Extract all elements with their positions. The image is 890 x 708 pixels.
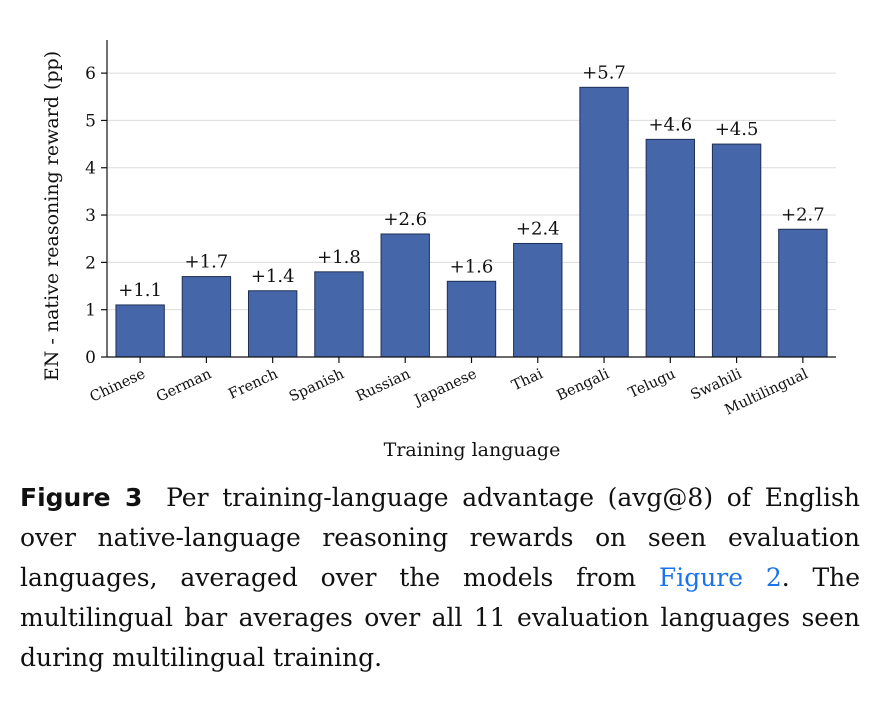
x-tick-label-thai: Thai [509,366,545,394]
bar-chinese [115,304,165,358]
bar-german [181,276,232,358]
bar-telugu [645,138,696,358]
y-axis-label: EN - native reasoning reward (pp) [41,51,63,381]
y-tick-label: 1 [85,301,96,321]
data-label-japanese: +1.6 [450,256,494,277]
bar-spanish [314,271,364,358]
y-tick-label: 0 [85,348,96,368]
bar-bengali [579,86,629,358]
y-tick-label: 6 [85,64,96,84]
data-label-bengali: +5.7 [582,62,626,83]
figure-label: Figure 3 [20,483,143,512]
bar-multilingual [778,228,828,358]
x-tick-label-chinese: Chinese [88,366,148,405]
data-label-multilingual: +2.7 [781,204,825,225]
y-tick-label: 4 [85,159,96,179]
x-tick-label-spanish: Spanish [287,366,347,405]
bar-japanese [446,280,497,358]
caption-text-before: Per training-language advantage (avg@8) … [20,483,860,592]
data-label-german: +1.7 [185,252,229,273]
bars [115,86,828,358]
x-tick-label-telugu: Telugu [626,366,678,402]
figure-link[interactable]: Figure 2 [658,563,782,592]
data-label-french: +1.4 [251,266,295,287]
y-tick-label: 3 [85,206,96,226]
data-label-swahili: +4.5 [715,119,759,140]
bar-thai [513,242,563,358]
data-labels: +1.1 +1.7 +1.4 +1.8 +2.6 +1.6 +2.4 +5.7 +4.6 +4.5… [118,62,824,301]
bar-russian [380,233,430,358]
bar-french [247,290,298,358]
x-tick-label-bengali: Bengali [554,366,612,404]
bar-swahili [711,143,762,358]
data-label-spanish: +1.8 [317,247,361,268]
bar-chart: +1.1 +1.7 +1.4 +1.8 +2.6 +1.6 +2.4 +5.7 +4.6 +4.5… [41,40,836,461]
data-label-thai: +2.4 [516,218,560,239]
x-axis-label: Training language [384,439,561,461]
y-tick-label: 5 [85,111,96,131]
y-tick-label: 2 [85,253,96,273]
caption-text-after: . The multilingual bar averages over all… [20,563,861,672]
figure-caption: Figure 3 Per training-language advantage… [20,478,860,678]
x-tick-label-french: French [226,366,280,403]
data-label-chinese: +1.1 [118,280,162,301]
x-tick-label-german: German [154,366,214,405]
data-label-telugu: +4.6 [648,114,692,135]
x-tick-label-russian: Russian [354,366,413,405]
x-tick-label-japanese: Japanese [411,366,480,409]
data-label-russian: +2.6 [383,209,427,230]
